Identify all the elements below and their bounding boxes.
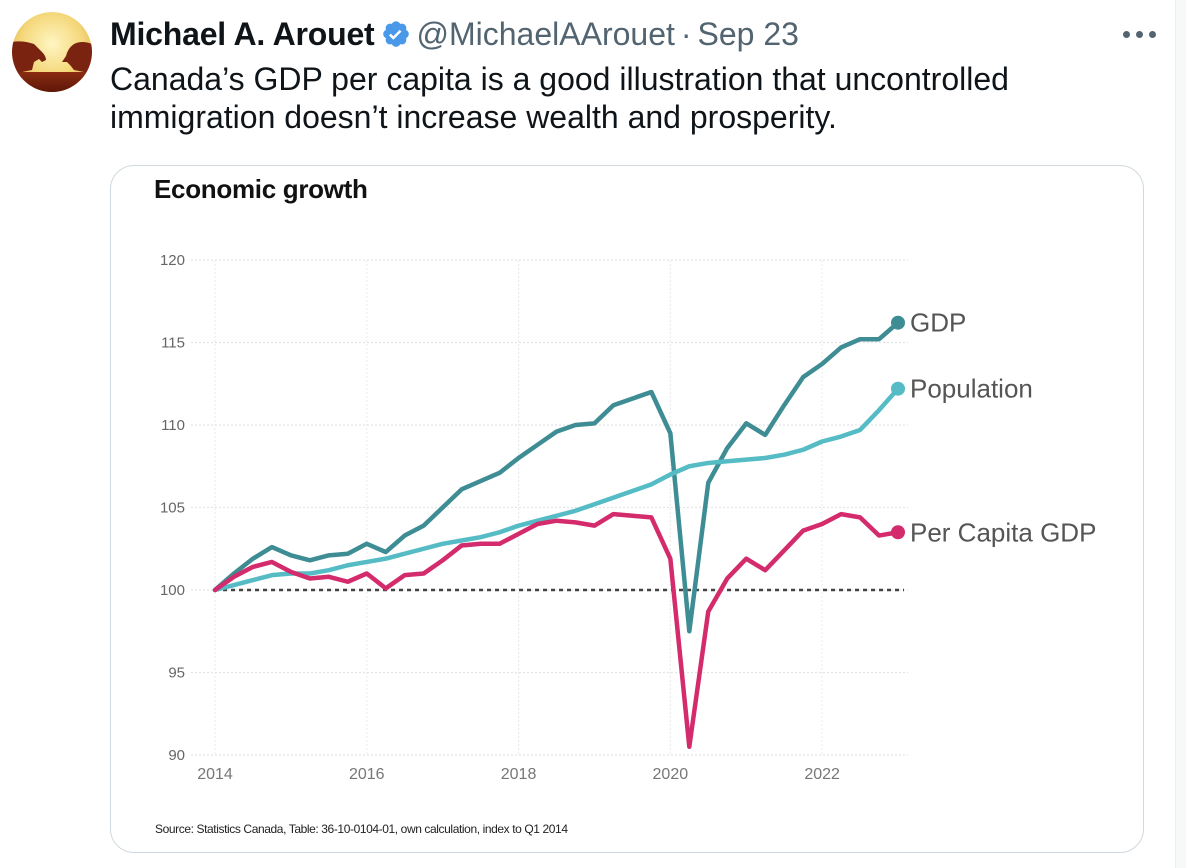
more-options-button[interactable] (1114, 14, 1164, 54)
more-horizontal-icon (1122, 30, 1130, 38)
series-label: Per Capita GDP (910, 517, 1096, 547)
y-tick-label: 115 (161, 335, 185, 352)
y-tick-label: 95 (168, 665, 185, 682)
y-tick-label: 120 (160, 252, 185, 269)
author-handle[interactable]: @MichaelAArouet (416, 15, 675, 52)
y-tick-label: 105 (160, 500, 185, 517)
series-end-marker (891, 315, 905, 330)
x-tick-label: 2016 (349, 766, 385, 783)
y-tick-label: 110 (161, 417, 185, 434)
chart-title: Economic growth (154, 174, 368, 204)
series-end-marker (891, 525, 905, 540)
x-tick-label: 2022 (804, 766, 840, 783)
tweet-header: Michael A. Arouet @MichaelAArouet · Sep … (110, 12, 1146, 56)
tweet-date[interactable]: Sep 23 (697, 15, 799, 52)
scrollbar-track[interactable] (1175, 0, 1186, 868)
series-line-gdp (212, 320, 901, 634)
verified-badge-icon (381, 19, 411, 49)
series-label: Population (910, 374, 1033, 404)
separator: · (680, 15, 692, 52)
avatar[interactable] (12, 12, 92, 92)
x-tick-label: 2014 (197, 766, 233, 783)
series-end-marker (891, 381, 905, 396)
y-tick-label: 100 (160, 582, 185, 599)
tweet-text: Canada’s GDP per capita is a good illust… (110, 61, 1009, 135)
series-line-per-capita-gdp (212, 511, 901, 749)
y-tick-label: 90 (168, 747, 185, 764)
author-name[interactable]: Michael A. Arouet (110, 15, 375, 52)
x-tick-label: 2020 (653, 766, 689, 783)
series-line-population (212, 386, 901, 593)
bull-and-bear-avatar-icon (12, 12, 92, 92)
tweet-media-chart[interactable]: Economic growth 90 95 100 105 110 115 120 2014 2… (110, 165, 1144, 853)
x-tick-label: 2018 (501, 766, 537, 783)
series-label: GDP (910, 308, 966, 338)
chart-source: Source: Statistics Canada, Table: 36-10-… (155, 822, 568, 836)
line-chart: 90 95 100 105 110 115 120 2014 2016 2018 2020 2022 G… (160, 252, 1096, 783)
